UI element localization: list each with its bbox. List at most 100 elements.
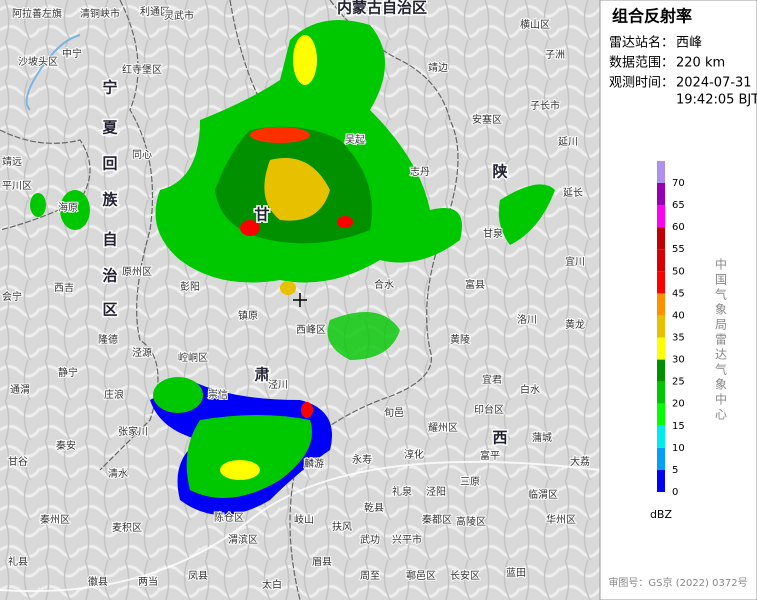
province-label: 肃 — [254, 366, 269, 384]
place-label: 吴起 — [345, 134, 365, 146]
echo — [30, 193, 46, 217]
legend-swatch — [657, 381, 665, 404]
river — [0, 460, 601, 593]
place-label: 黄陵 — [450, 333, 470, 346]
legend-tick-label: 25 — [672, 377, 685, 388]
place-label: 高陵区 — [456, 515, 486, 528]
legend-swatch — [657, 160, 665, 183]
legend-swatch — [657, 249, 665, 272]
place-label: 乾县 — [364, 501, 384, 514]
place-label: 红寺堡区 — [122, 63, 162, 76]
place-label: 秦都区 — [422, 513, 452, 526]
legend-swatch — [657, 469, 665, 492]
place-label: 宜君 — [482, 373, 502, 386]
place-label: 张家川 — [118, 425, 148, 438]
place-label: 阿拉善左旗 — [12, 7, 62, 20]
echo — [220, 460, 260, 480]
place-label: 华州区 — [546, 513, 576, 526]
echo — [250, 127, 310, 143]
place-label: 耀州区 — [428, 422, 458, 434]
legend-swatch — [657, 359, 665, 382]
place-label: 沙坡头区 — [18, 55, 58, 68]
place-label: 甘谷 — [8, 455, 28, 468]
place-label: 泾阳 — [426, 485, 446, 498]
legend-tick-label: 35 — [672, 333, 685, 344]
legend-tick-label: 30 — [672, 355, 685, 366]
legend-swatch — [657, 271, 665, 294]
place-label: 三原 — [460, 476, 480, 488]
echo — [280, 281, 296, 295]
place-label: 大荔 — [570, 455, 590, 468]
place-label: 宜川 — [565, 255, 585, 268]
place-label: 延川 — [558, 136, 578, 148]
place-label: 横山区 — [520, 18, 550, 31]
place-label: 秦安 — [56, 439, 76, 452]
place-label: 灵武市 — [164, 9, 194, 22]
legend-tick-label: 45 — [672, 288, 685, 299]
legend-swatch — [657, 293, 665, 316]
echo — [186, 415, 312, 498]
place-label: 陈仓区 — [214, 511, 244, 524]
province-label: 夏 — [101, 119, 118, 137]
place-label: 旬邑 — [384, 406, 404, 419]
legend-tick-label: 15 — [672, 421, 685, 432]
place-label: 镇原 — [238, 309, 258, 322]
place-label: 子长市 — [530, 99, 560, 112]
echo — [240, 220, 260, 236]
place-label: 太白 — [262, 578, 282, 591]
place-label: 清铜峡市 — [80, 7, 120, 20]
river — [25, 34, 81, 111]
place-label: 西峰区 — [296, 324, 326, 336]
province-label: 自 — [102, 231, 117, 249]
legend-tick-label: 65 — [672, 200, 685, 211]
range-label: 数据范围： — [609, 56, 674, 71]
place-label: 庄浪 — [104, 388, 124, 401]
legend-swatch — [657, 205, 665, 228]
credit: 中国气象局雷达气象中心 — [714, 257, 728, 423]
province-label: 西 — [492, 429, 507, 447]
station: 西峰 — [676, 36, 702, 51]
place-label: 崇信 — [208, 389, 228, 401]
legend-tick-label: 20 — [672, 399, 685, 410]
place-label: 临渭区 — [528, 488, 558, 501]
legend-tick-label: 55 — [672, 244, 685, 255]
place-label: 利通区 — [140, 6, 170, 18]
legend-tick-label: 70 — [672, 178, 685, 189]
legend-tick-label: 10 — [672, 443, 685, 454]
legend-unit: dBZ — [650, 508, 673, 521]
province-label: 回 — [102, 155, 117, 173]
place-label: 原州区 — [122, 266, 152, 278]
echo — [293, 35, 317, 85]
echoes — [30, 20, 555, 515]
legend-swatch — [657, 425, 665, 448]
echo — [60, 190, 90, 230]
province-label: 甘 — [254, 206, 269, 224]
place-label: 合水 — [374, 278, 394, 291]
legend-tick-label: 0 — [672, 487, 678, 498]
place-label: 鄠邑区 — [406, 570, 436, 582]
echo — [498, 184, 555, 245]
legend-swatch — [657, 315, 665, 338]
legend-swatch — [657, 447, 665, 470]
place-label: 永寿 — [352, 453, 372, 466]
province-label: 内蒙古自治区 — [337, 0, 427, 17]
place-label: 礼县 — [8, 555, 28, 568]
panel-title: 组合反射率 — [612, 7, 692, 26]
place-label: 扶风 — [332, 520, 352, 533]
place-label: 长安区 — [450, 569, 480, 582]
place-label: 徽县 — [88, 575, 108, 588]
place-label: 礼泉 — [392, 485, 412, 498]
legend-swatch — [657, 227, 665, 250]
province-label: 陕 — [492, 163, 507, 181]
place-label: 靖边 — [428, 61, 448, 74]
time-label: 观测时间： — [609, 76, 674, 91]
place-label: 通渭 — [10, 384, 30, 396]
place-label: 兴平市 — [392, 533, 422, 546]
legend-tick-label: 40 — [672, 310, 685, 321]
place-label: 泾源 — [132, 346, 152, 359]
place-label: 隆德 — [98, 333, 118, 346]
place-label: 同心 — [132, 149, 152, 161]
place-label: 渭滨区 — [228, 533, 258, 546]
